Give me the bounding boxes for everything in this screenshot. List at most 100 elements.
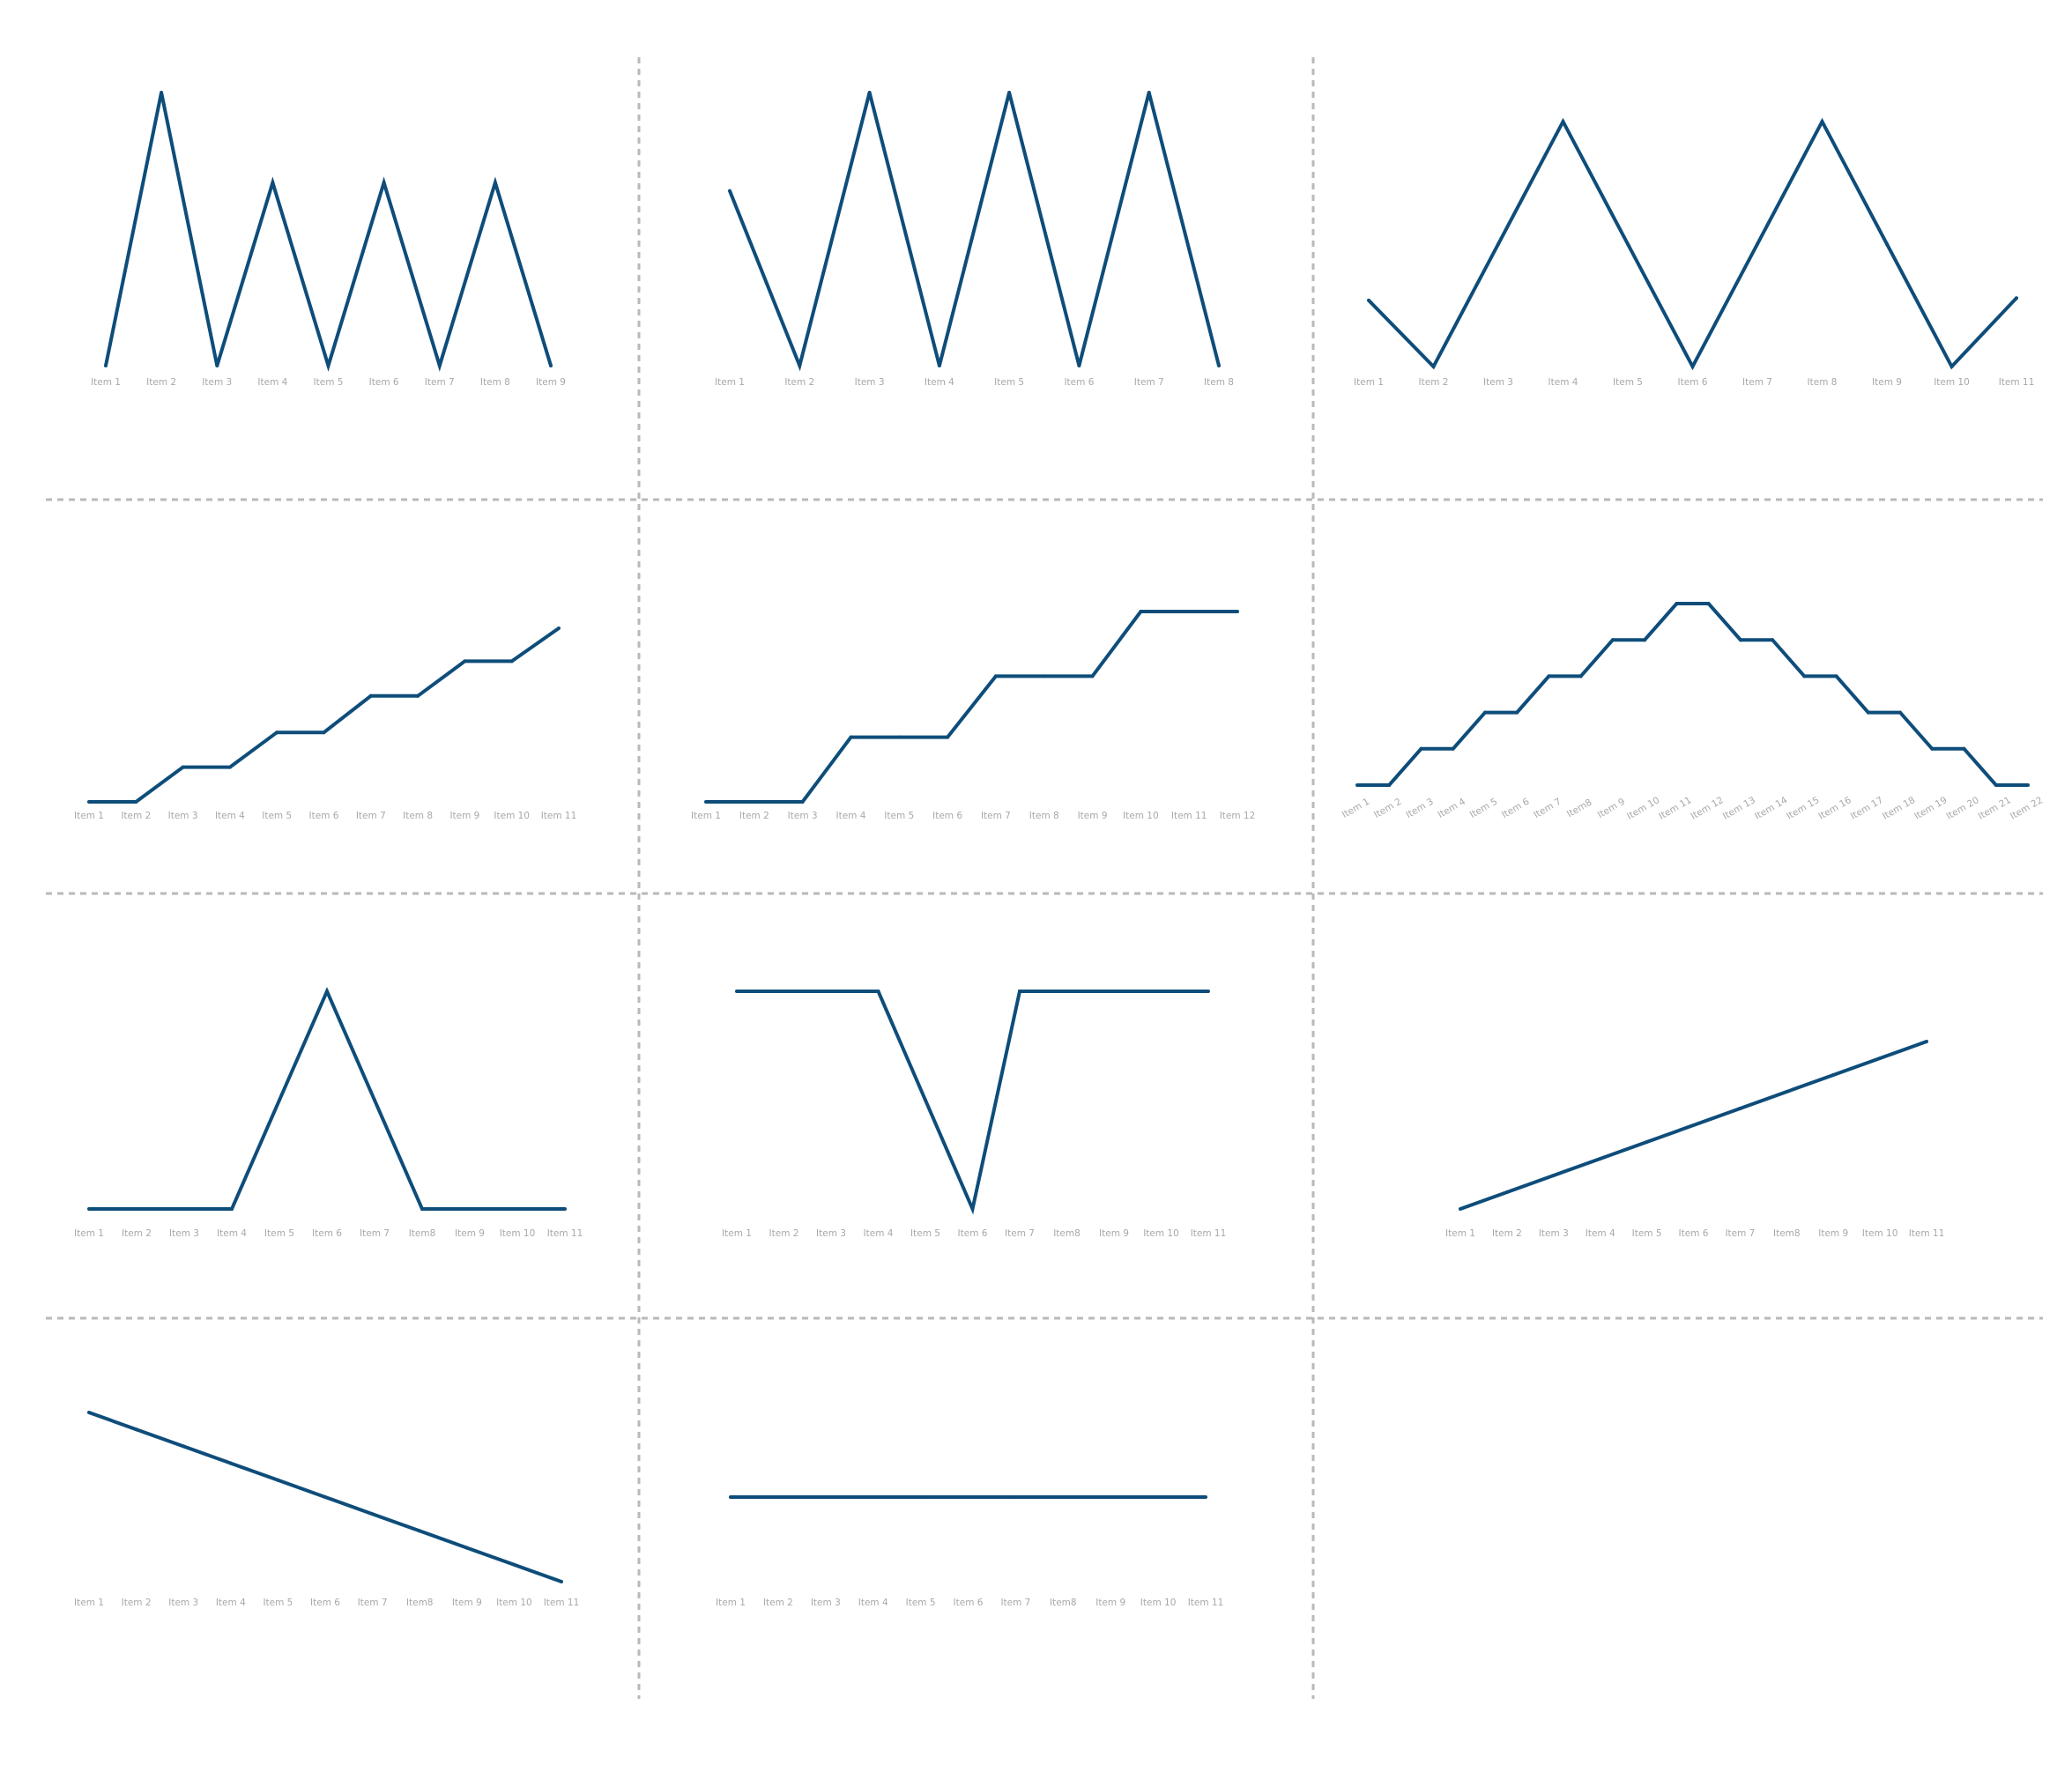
x-tick-label: Item 5 (1468, 797, 1499, 820)
data-point (182, 1444, 186, 1449)
x-tick-label: Item 11 (541, 811, 577, 821)
x-tick-label: Item 7 (1134, 377, 1164, 388)
data-point (1994, 783, 1998, 787)
x-tick-label: Item 4 (858, 1598, 888, 1608)
x-tick-label: Item 5 (263, 1598, 293, 1608)
x-tick-label: Item 6 (1679, 1228, 1709, 1239)
data-point (160, 91, 164, 94)
data-point (134, 1427, 138, 1432)
x-tick-label: Item 2 (769, 1228, 799, 1239)
x-tick-label: Item 14 (1753, 795, 1789, 822)
data-point (416, 693, 420, 698)
data-point (849, 735, 853, 739)
x-tick-label: Item 6 (369, 377, 399, 388)
x-tick-label: Item 4 (835, 811, 865, 821)
x-tick-label: Item 10 (1123, 811, 1159, 821)
x-tick-label: Item 12 (1690, 795, 1726, 822)
series-line (89, 987, 565, 1211)
data-point (1007, 91, 1012, 94)
x-tick-label: Item 5 (994, 377, 1024, 388)
x-tick-label: Item 11 (1188, 1598, 1224, 1608)
x-tick-label: Item 11 (1657, 795, 1693, 822)
x-tick-label: Item 5 (1632, 1228, 1662, 1239)
x-tick-label: Item 4 (215, 811, 245, 821)
x-tick-label: Item 3 (816, 1228, 846, 1239)
data-point (549, 364, 553, 367)
data-point (752, 800, 756, 804)
data-point (420, 1207, 424, 1211)
data-point (560, 1580, 563, 1583)
data-point (1112, 990, 1116, 993)
data-point (871, 1495, 875, 1499)
x-tick-label: Item 3 (1404, 797, 1435, 820)
data-point (322, 730, 326, 735)
x-tick-label: Item 9 (1095, 1598, 1125, 1608)
x-tick-label: Item 2 (739, 811, 769, 821)
data-point (1065, 990, 1069, 993)
data-point (468, 1207, 472, 1211)
data-point (1820, 120, 1824, 123)
line-chart-panel-1: Item 1 Item 2 Item 3 Item 4 Item 5 Item 6 Item… (91, 91, 566, 388)
data-point (1645, 1140, 1649, 1144)
x-tick-label: Item 3 (169, 1228, 199, 1239)
data-point (1159, 990, 1163, 993)
data-point (876, 990, 880, 993)
data-point (1547, 674, 1551, 678)
data-point (228, 1461, 233, 1465)
x-tick-label: Item 6 (1064, 377, 1094, 388)
x-tick-label: Item 5 (314, 377, 344, 388)
x-tick-label: Item 1 (716, 1598, 746, 1608)
data-point (1061, 1495, 1066, 1499)
x-tick-label: Item 3 (168, 1598, 198, 1608)
data-point (1090, 674, 1095, 678)
x-tick-label: Item 3 (1539, 1228, 1569, 1239)
data-point (1834, 674, 1838, 678)
line-chart-panel-3: Item 1 Item 2 Item 3 Item 4 Item 5 Item 6 Item… (1354, 117, 2034, 388)
data-point (516, 1207, 519, 1211)
x-tick-label: Item 1 (1354, 377, 1384, 388)
x-tick-label: Item 6 (312, 1228, 342, 1239)
data-point (1551, 1174, 1556, 1177)
data-point (2026, 783, 2030, 787)
line-chart-panel-8: Item 1 Item 2 Item 3 Item 4 Item 5 Item 6 Item… (722, 990, 1226, 1239)
data-point (1962, 746, 1966, 751)
x-tick-label: Item 9 (1099, 1228, 1129, 1239)
x-tick-label: Item 8 (480, 377, 510, 388)
x-tick-label: Item 15 (1785, 795, 1821, 822)
data-point (87, 800, 91, 804)
data-point (1387, 783, 1392, 787)
data-point (1187, 610, 1192, 613)
x-tick-label: Item 3 (202, 377, 232, 388)
line-chart-panel-2: Item 1 Item 2 Item 3 Item 4 Item 5 Item 6 Item… (715, 91, 1234, 388)
data-point (1785, 1090, 1789, 1094)
x-tick-label: Item 4 (216, 1598, 246, 1608)
data-point (1139, 610, 1143, 613)
data-point (897, 735, 902, 739)
x-tick-label: Item 9 (455, 1228, 485, 1239)
data-point (1367, 298, 1370, 302)
data-point (1643, 638, 1647, 642)
data-point (1738, 638, 1742, 642)
x-tick-label: Item 22 (2009, 795, 2045, 822)
data-point (776, 1495, 780, 1499)
x-tick-label: Item 4 (925, 377, 954, 388)
x-tick-label: Item 5 (910, 1228, 940, 1239)
x-tick-label: Item8 (409, 1228, 436, 1239)
data-point (966, 1495, 970, 1499)
data-point (276, 1478, 280, 1482)
chart-panels: Item 1 Item 2 Item 3 Item 4 Item 5 Item 6 Item… (74, 91, 2045, 1608)
series-line (728, 92, 1221, 372)
x-tick-label: Item 5 (884, 811, 914, 821)
x-tick-label: Item 1 (1445, 1228, 1475, 1239)
series-line (706, 610, 1237, 804)
x-tick-label: Item 6 (958, 1228, 988, 1239)
data-point (1515, 710, 1519, 715)
x-tick-label: Item 12 (1220, 811, 1256, 821)
data-point (1578, 674, 1583, 678)
series-line (1357, 602, 2028, 787)
x-tick-label: Item 19 (1912, 795, 1949, 822)
data-point (1802, 674, 1807, 678)
x-tick-label: Item 2 (121, 811, 151, 821)
x-tick-label: Item 4 (217, 1228, 247, 1239)
data-point (370, 1512, 375, 1516)
